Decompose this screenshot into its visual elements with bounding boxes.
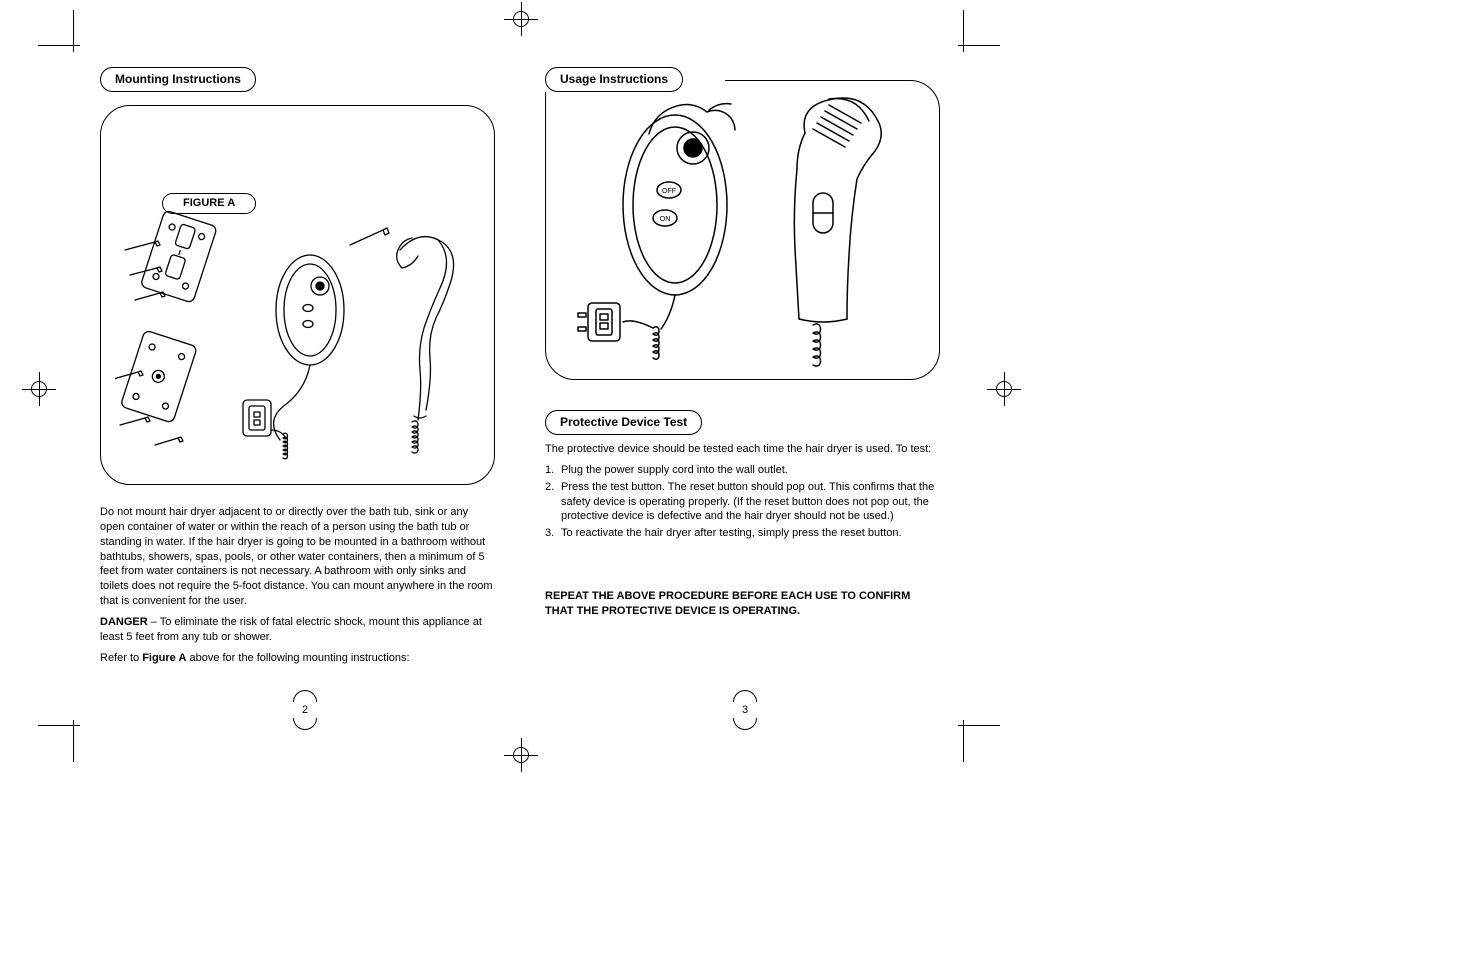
mounting-body-text: Do not mount hair dryer adjacent to or d… bbox=[100, 505, 495, 671]
protective-step-2: 2.Press the test button. The reset butto… bbox=[545, 480, 940, 525]
protective-body-text: •To turn the hair dryer on, press the bl… bbox=[545, 442, 940, 625]
mounting-p3: Refer to Figure A above for the followin… bbox=[100, 651, 495, 666]
protective-step-3: 3.To reactivate the hair dryer after tes… bbox=[545, 526, 940, 541]
usage-figure-drawing: OFF ON bbox=[560, 85, 930, 375]
page: Mounting Instructions FIGURE A bbox=[0, 0, 1475, 954]
protective-step-1: 1.Plug the power supply cord into the wa… bbox=[545, 463, 940, 478]
protective-steps: 1.Plug the power supply cord into the wa… bbox=[545, 463, 940, 541]
page-number-right: 3 bbox=[732, 690, 758, 730]
on-label: ON bbox=[660, 216, 671, 223]
page-number-left: 2 bbox=[292, 690, 318, 730]
registration-target-right bbox=[993, 378, 1015, 400]
protective-device-test-label: Protective Device Test bbox=[545, 410, 702, 435]
figure-a-drawing bbox=[115, 210, 485, 475]
registration-target-top bbox=[510, 8, 532, 30]
page-number-left-value: 2 bbox=[292, 704, 318, 716]
registration-target-left bbox=[28, 378, 50, 400]
page-number-right-value: 3 bbox=[732, 704, 758, 716]
mounting-p1: Do not mount hair dryer adjacent to or d… bbox=[100, 505, 495, 609]
mounting-instructions-label: Mounting Instructions bbox=[100, 67, 256, 92]
protective-lead: The protective device should be tested e… bbox=[545, 442, 940, 457]
mounting-p2-rest: – To eliminate the risk of fatal electri… bbox=[100, 616, 482, 643]
danger-label: DANGER bbox=[100, 616, 148, 628]
off-label: OFF bbox=[662, 188, 676, 195]
mounting-p2: DANGER – To eliminate the risk of fatal … bbox=[100, 615, 495, 645]
registration-target-bottom bbox=[510, 744, 532, 766]
protective-warning: REPEAT THE ABOVE PROCEDURE BEFORE EACH U… bbox=[545, 589, 940, 619]
